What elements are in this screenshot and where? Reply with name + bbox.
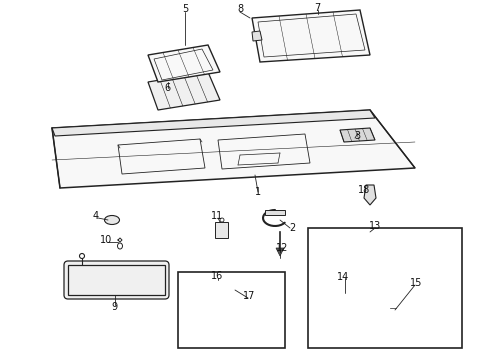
Ellipse shape xyxy=(195,291,205,299)
Text: 1: 1 xyxy=(255,187,261,197)
FancyBboxPatch shape xyxy=(316,233,450,265)
Polygon shape xyxy=(178,272,285,348)
Polygon shape xyxy=(148,72,220,110)
FancyBboxPatch shape xyxy=(187,320,271,337)
Text: 8: 8 xyxy=(237,4,243,14)
Polygon shape xyxy=(364,185,376,205)
Text: 5: 5 xyxy=(182,4,188,14)
FancyBboxPatch shape xyxy=(381,237,438,261)
Text: 7: 7 xyxy=(314,3,320,13)
Polygon shape xyxy=(215,222,228,238)
FancyBboxPatch shape xyxy=(396,298,411,334)
FancyBboxPatch shape xyxy=(64,261,169,299)
FancyBboxPatch shape xyxy=(414,298,429,334)
FancyBboxPatch shape xyxy=(378,298,393,334)
Text: 18: 18 xyxy=(358,185,370,195)
Text: 2: 2 xyxy=(289,223,295,233)
Text: 10: 10 xyxy=(100,235,112,245)
Text: 13: 13 xyxy=(369,221,381,231)
Polygon shape xyxy=(340,128,375,142)
FancyBboxPatch shape xyxy=(180,315,278,343)
FancyBboxPatch shape xyxy=(182,279,276,311)
Text: 4: 4 xyxy=(93,211,99,221)
Text: 11: 11 xyxy=(211,211,223,221)
Polygon shape xyxy=(148,45,220,82)
FancyBboxPatch shape xyxy=(360,298,375,334)
Text: 15: 15 xyxy=(410,278,422,288)
Polygon shape xyxy=(52,110,415,188)
FancyBboxPatch shape xyxy=(342,298,357,334)
Text: 14: 14 xyxy=(337,272,349,282)
Text: 6: 6 xyxy=(164,83,170,93)
Ellipse shape xyxy=(104,216,120,225)
Polygon shape xyxy=(68,265,165,295)
Text: 17: 17 xyxy=(243,291,255,301)
FancyBboxPatch shape xyxy=(315,292,451,340)
Polygon shape xyxy=(252,31,262,41)
Text: 12: 12 xyxy=(276,243,288,253)
Polygon shape xyxy=(308,228,462,348)
Polygon shape xyxy=(265,210,285,215)
Polygon shape xyxy=(252,10,370,62)
Polygon shape xyxy=(276,248,284,256)
Text: 3: 3 xyxy=(354,131,360,141)
FancyBboxPatch shape xyxy=(321,237,378,261)
FancyBboxPatch shape xyxy=(324,298,339,334)
Polygon shape xyxy=(52,110,375,136)
Ellipse shape xyxy=(196,326,204,332)
Text: 9: 9 xyxy=(111,302,117,312)
Text: 16: 16 xyxy=(211,271,223,281)
FancyBboxPatch shape xyxy=(211,287,248,303)
